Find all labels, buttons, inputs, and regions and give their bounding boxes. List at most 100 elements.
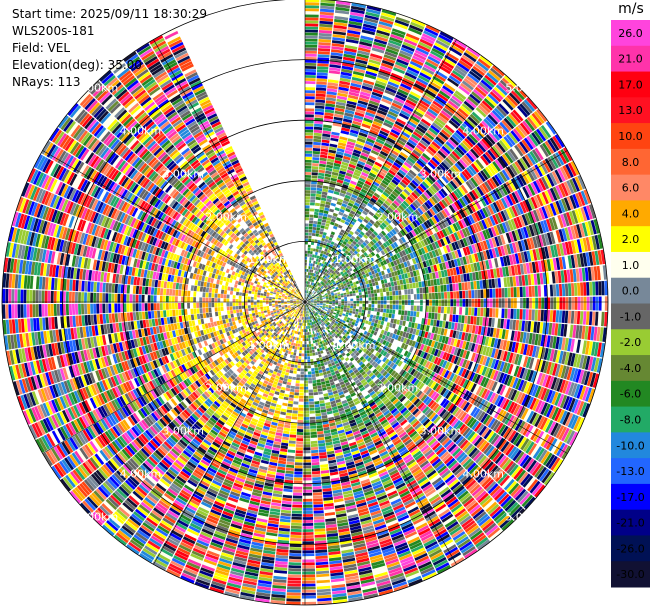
radar-gate-cell	[592, 296, 596, 311]
radar-gate-cell	[319, 288, 322, 292]
radar-gate-cell	[511, 205, 519, 217]
radar-gate-cell	[435, 95, 447, 105]
radar-gate-cell	[362, 306, 366, 310]
radar-gate-cell	[419, 262, 425, 269]
radar-gate-cell	[399, 133, 409, 141]
radar-gate-cell	[425, 148, 435, 157]
radar-gate-cell	[492, 288, 496, 298]
radar-gate-cell	[558, 310, 563, 323]
radar-gate-cell	[356, 163, 364, 169]
radar-gate-cell	[313, 126, 323, 131]
radar-gate-cell	[514, 107, 526, 120]
radar-gate-cell	[305, 175, 311, 178]
radar-gate-cell	[423, 91, 435, 100]
radar-gate-cell	[309, 254, 313, 258]
radar-gate-cell	[353, 68, 366, 74]
radar-gate-cell	[447, 138, 457, 148]
radar-gate-cell	[328, 280, 332, 284]
radar-gate-cell	[417, 185, 425, 193]
radar-gate-cell	[467, 150, 477, 161]
radar-gate-cell	[344, 285, 348, 289]
radar-gate-cell	[425, 237, 431, 245]
radar-gate-cell	[549, 284, 554, 297]
radar-gate-cell	[594, 311, 599, 326]
radar-gate-cell	[372, 315, 377, 319]
radar-gate-cell	[546, 173, 555, 187]
radar-gate-cell	[479, 209, 486, 219]
radar-gate-cell	[533, 130, 544, 144]
radar-gate-cell	[316, 295, 319, 298]
radar-gate-cell	[390, 237, 396, 243]
radar-gate-cell	[347, 271, 352, 276]
radar-gate-cell	[334, 19, 348, 24]
radar-gate-cell	[552, 186, 561, 200]
radar-gate-cell	[323, 300, 326, 302]
radar-gate-cell	[505, 134, 516, 146]
radar-gate-cell	[395, 295, 399, 300]
radar-gate-cell	[401, 310, 405, 316]
radar-gate-cell	[399, 50, 413, 58]
radar-gate-cell	[360, 285, 364, 289]
radar-gate-cell	[412, 270, 417, 277]
radar-gate-cell	[337, 295, 341, 298]
radar-gate-cell	[317, 181, 324, 186]
radar-gate-cell	[346, 35, 360, 41]
radar-gate-cell	[375, 220, 381, 226]
radar-gate-cell	[311, 275, 314, 279]
radar-gate-cell	[376, 209, 383, 216]
radar-gate-cell	[327, 290, 330, 293]
radar-gate-cell	[370, 256, 375, 262]
radar-gate-cell	[313, 132, 322, 137]
radar-gate-cell	[398, 169, 407, 176]
radar-gate-cell	[446, 306, 451, 314]
radar-gate-cell	[335, 154, 344, 159]
radar-gate-cell	[314, 108, 325, 113]
radar-gate-cell	[361, 271, 366, 276]
radar-gate-cell	[322, 130, 331, 135]
radar-gate-cell	[343, 245, 348, 250]
radar-gate-cell	[462, 307, 466, 315]
radar-gate-cell	[401, 80, 413, 88]
radar-gate-cell	[428, 127, 439, 136]
radar-gate-cell	[414, 263, 419, 270]
radar-gate-cell	[436, 278, 440, 286]
radar-gate-cell	[312, 148, 321, 152]
radar-gate-cell	[307, 281, 310, 285]
radar-gate-cell	[308, 284, 310, 288]
radar-gate-cell	[494, 174, 503, 186]
radar-gate-cell	[321, 145, 329, 150]
radar-gate-cell	[309, 257, 312, 261]
radar-gate-cell	[363, 79, 375, 86]
radar-gate-cell	[347, 303, 351, 306]
radar-gate-cell	[320, 273, 323, 277]
radar-gate-cell	[451, 41, 466, 52]
radar-gate-cell	[511, 298, 514, 309]
radar-gate-cell	[437, 114, 448, 124]
radar-gate-cell	[358, 132, 368, 138]
radar-gate-cell	[336, 179, 344, 184]
radar-gate-cell	[402, 41, 416, 50]
radar-gate-cell	[398, 257, 403, 264]
radar-gate-cell	[305, 32, 318, 36]
radar-gate-cell	[560, 214, 567, 228]
radar-gate-cell	[432, 224, 439, 233]
radar-gate-cell	[567, 310, 572, 324]
radar-gate-cell	[340, 189, 347, 195]
radar-gate-cell	[381, 59, 395, 67]
radar-gate-cell	[433, 214, 440, 223]
radar-gate-cell	[489, 91, 502, 103]
radar-gate-cell	[354, 230, 360, 236]
radar-gate-cell	[456, 174, 465, 184]
radar-gate-cell	[341, 286, 345, 290]
radar-gate-cell	[383, 278, 388, 284]
radar-gate-cell	[375, 80, 387, 87]
radar-gate-cell	[385, 326, 389, 332]
radar-gate-cell	[359, 94, 370, 100]
radar-gate-cell	[506, 194, 514, 206]
radar-gate-cell	[367, 229, 373, 235]
radar-gate-cell	[310, 242, 315, 246]
radar-gate-cell	[374, 264, 379, 269]
radar-gate-cell	[385, 273, 390, 279]
radar-gate-cell	[386, 291, 390, 296]
radar-gate-cell	[326, 278, 330, 282]
